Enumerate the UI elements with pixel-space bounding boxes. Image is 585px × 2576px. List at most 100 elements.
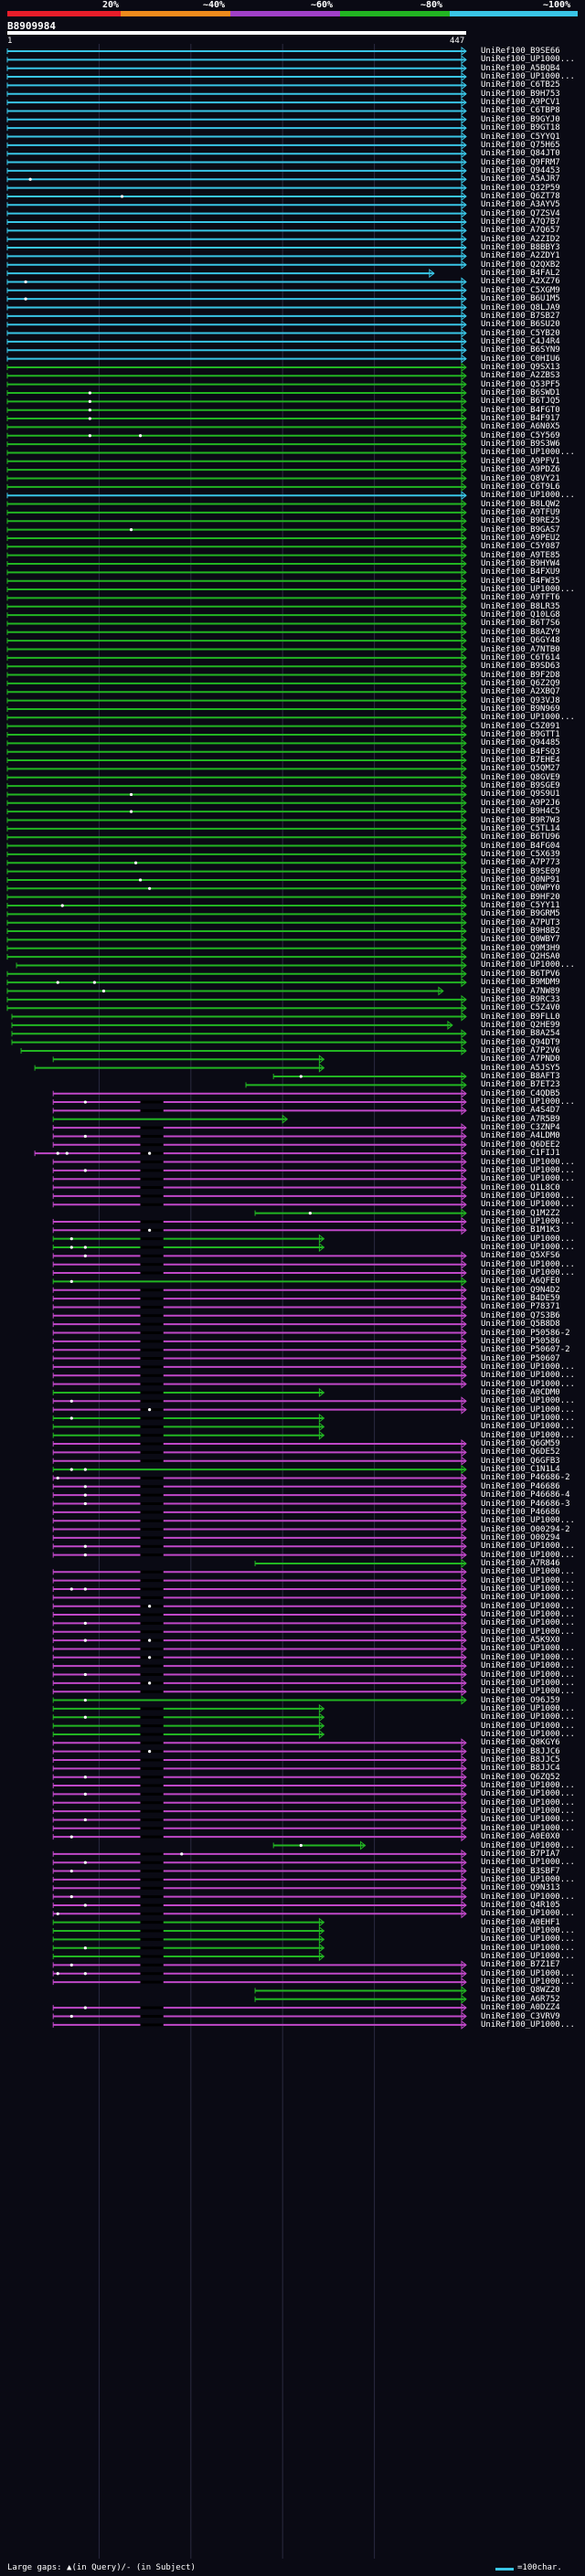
hit-row[interactable]: [6, 371, 467, 381]
hit-label[interactable]: UniRef100_UP1000...: [481, 1243, 575, 1252]
hit-row[interactable]: [52, 1285, 467, 1295]
hit-label[interactable]: UniRef100_B7PIA7: [481, 1849, 560, 1859]
hit-row[interactable]: [6, 756, 467, 766]
hit-row[interactable]: [52, 1320, 467, 1330]
hit-row[interactable]: [6, 251, 467, 261]
hit-row[interactable]: [6, 345, 467, 355]
hit-label[interactable]: UniRef100_B9SD63: [481, 662, 560, 672]
hit-label[interactable]: UniRef100_A9PEU2: [481, 533, 560, 543]
hit-row[interactable]: [6, 652, 467, 663]
hit-row[interactable]: [52, 1627, 467, 1637]
hit-label[interactable]: UniRef100_B8BBY3: [481, 243, 560, 253]
hit-row[interactable]: [6, 935, 467, 945]
hit-label[interactable]: UniRef100_UP1000...: [481, 1097, 575, 1108]
hit-label[interactable]: UniRef100_A4LDM0: [481, 1131, 560, 1141]
hit-label[interactable]: UniRef100_Q0WBY7: [481, 935, 560, 945]
hit-label[interactable]: UniRef100_Q2HSA0: [481, 952, 560, 962]
hit-row[interactable]: [6, 550, 467, 560]
hit-row[interactable]: [52, 1532, 467, 1542]
hit-label[interactable]: UniRef100_Q1M2Z2: [481, 1208, 560, 1218]
hit-label[interactable]: UniRef100_UP1000...: [481, 1405, 575, 1415]
hit-label[interactable]: UniRef100_A7Q7B7: [481, 217, 560, 227]
hit-row[interactable]: [6, 311, 467, 321]
hit-row[interactable]: [6, 704, 467, 714]
hit-row[interactable]: [34, 1063, 325, 1073]
hit-label[interactable]: UniRef100_B9GRM5: [481, 909, 560, 919]
hit-label[interactable]: UniRef100_A2ZBS3: [481, 371, 560, 381]
hit-label[interactable]: UniRef100_C5TL14: [481, 823, 560, 833]
hit-label[interactable]: UniRef100_UP1000...: [481, 1216, 575, 1226]
hit-row[interactable]: [52, 1754, 467, 1765]
hit-label[interactable]: UniRef100_UP1000...: [481, 1422, 575, 1432]
hit-label[interactable]: UniRef100_B6TJQ5: [481, 397, 560, 407]
hit-row[interactable]: [52, 1310, 467, 1320]
hit-label[interactable]: UniRef100_Q6DE52: [481, 1447, 560, 1458]
hit-label[interactable]: UniRef100_Q94485: [481, 738, 560, 748]
hit-row[interactable]: [52, 1866, 467, 1876]
hit-row[interactable]: [6, 593, 467, 603]
hit-label[interactable]: UniRef100_UP1000...: [481, 1174, 575, 1184]
hit-label[interactable]: UniRef100_B4FSQ3: [481, 747, 560, 757]
hit-label[interactable]: UniRef100_A7P773: [481, 858, 560, 868]
hit-row[interactable]: [6, 943, 467, 953]
hit-row[interactable]: [52, 1106, 467, 1116]
hit-label[interactable]: UniRef100_Q32P59: [481, 183, 560, 193]
hit-label[interactable]: UniRef100_B9F2D8: [481, 670, 560, 680]
hit-label[interactable]: UniRef100_A2ZDY1: [481, 251, 560, 261]
hit-label[interactable]: UniRef100_Q9M3H9: [481, 943, 560, 953]
hit-label[interactable]: UniRef100_C5Z091: [481, 721, 560, 731]
hit-row[interactable]: [6, 354, 467, 364]
hit-label[interactable]: UniRef100_P78371: [481, 1302, 560, 1312]
hit-row[interactable]: [6, 269, 435, 279]
hit-label[interactable]: UniRef100_UP1000...: [481, 1721, 575, 1731]
hit-row[interactable]: [6, 892, 467, 902]
hit-label[interactable]: UniRef100_Q2QXB2: [481, 260, 560, 270]
hit-row[interactable]: [52, 1055, 325, 1065]
hit-row[interactable]: [6, 89, 467, 99]
hit-label[interactable]: UniRef100_C5Y569: [481, 430, 560, 440]
hit-label[interactable]: UniRef100_A2XBQ7: [481, 687, 560, 697]
hit-label[interactable]: UniRef100_A6QFE0: [481, 1277, 560, 1287]
hit-label[interactable]: UniRef100_A2XZ76: [481, 277, 560, 287]
hit-row[interactable]: [6, 542, 467, 552]
hit-label[interactable]: UniRef100_C6TB25: [481, 80, 560, 90]
hit-label[interactable]: UniRef100_B4F917: [481, 414, 560, 424]
hit-label[interactable]: UniRef100_UP1000...: [481, 1815, 575, 1825]
hit-label[interactable]: UniRef100_A2ZID2: [481, 234, 560, 244]
hit-label[interactable]: UniRef100_B9GTT1: [481, 730, 560, 739]
hit-row[interactable]: [52, 1345, 467, 1355]
hit-label[interactable]: UniRef100_B8AZY9: [481, 627, 560, 637]
hit-label[interactable]: UniRef100_UP1000...: [481, 1601, 575, 1611]
hit-row[interactable]: [11, 1020, 453, 1030]
hit-label[interactable]: UniRef100_C6T614: [481, 652, 560, 663]
hit-row[interactable]: [6, 994, 467, 1004]
hit-label[interactable]: UniRef100_B6SWD1: [481, 388, 560, 398]
hit-label[interactable]: UniRef100_Q6GM59: [481, 1439, 560, 1449]
hit-label[interactable]: UniRef100_UP1000...: [481, 960, 575, 970]
hit-row[interactable]: [6, 465, 467, 475]
hit-label[interactable]: UniRef100_UP1000...: [481, 1191, 575, 1201]
hit-row[interactable]: [6, 175, 467, 185]
hit-label[interactable]: UniRef100_UP1000...: [481, 1200, 575, 1210]
hit-row[interactable]: [52, 1952, 325, 1962]
hit-label[interactable]: UniRef100_P46686: [481, 1481, 560, 1491]
hit-label[interactable]: UniRef100_B6SYN9: [481, 345, 560, 355]
hit-row[interactable]: [272, 1071, 467, 1082]
hit-label[interactable]: UniRef100_UP1000...: [481, 55, 575, 65]
hit-row[interactable]: [6, 884, 467, 894]
hit-row[interactable]: [6, 473, 467, 483]
hit-row[interactable]: [52, 1447, 467, 1458]
hit-row[interactable]: [52, 1644, 467, 1654]
hit-label[interactable]: UniRef100_Q93VJ8: [481, 695, 560, 705]
hit-label[interactable]: UniRef100_B8LQW2: [481, 499, 560, 509]
hit-row[interactable]: [6, 440, 467, 450]
hit-label[interactable]: UniRef100_UP1000...: [481, 1840, 575, 1850]
hit-label[interactable]: UniRef100_B9GAS7: [481, 525, 560, 535]
hit-row[interactable]: [6, 601, 467, 611]
hit-row[interactable]: [6, 226, 467, 236]
hit-label[interactable]: UniRef100_O00294: [481, 1532, 560, 1542]
hit-row[interactable]: [52, 1524, 467, 1534]
hit-row[interactable]: [52, 1550, 467, 1560]
hit-row[interactable]: [6, 149, 467, 159]
hit-row[interactable]: [52, 1088, 467, 1098]
